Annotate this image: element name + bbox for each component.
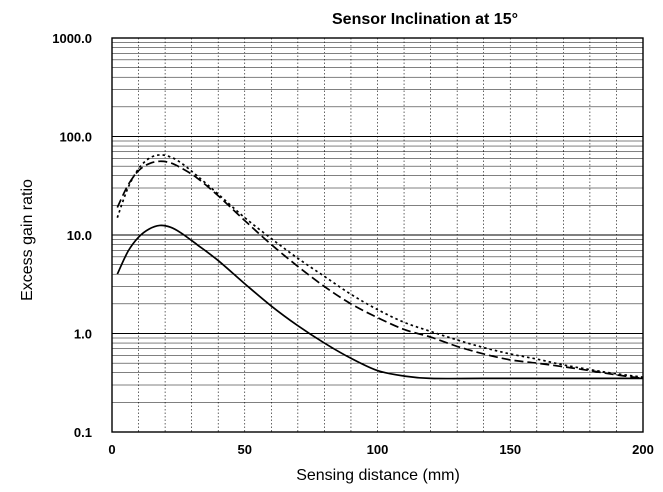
x-tick-label: 50 [238,442,252,457]
y-tick-labels: 0.1 1.0 10.0 100.0 1000.0 [52,31,92,440]
y-tick-label: 100.0 [59,130,92,145]
chart-title: Sensor Inclination at 15° [332,11,518,28]
y-tick-label: 1000.0 [52,31,92,46]
series-layer [116,154,644,380]
plot-frame [111,37,644,433]
x-tick-label: 200 [632,442,654,457]
grid [112,38,643,433]
series-line-solid [116,224,643,380]
x-tick-label: 100 [367,442,389,457]
y-axis-label: Excess gain ratio [19,179,36,301]
y-tick-label: 1.0 [74,327,92,342]
x-tick-labels: 0 50 100 150 200 [108,442,653,457]
series-line-dashed [116,160,644,380]
x-tick-label: 150 [499,442,521,457]
y-tick-label: 10.0 [67,228,92,243]
x-axis-label: Sensing distance (mm) [296,467,460,484]
y-tick-label: 0.1 [74,425,92,440]
x-tick-label: 0 [108,442,115,457]
